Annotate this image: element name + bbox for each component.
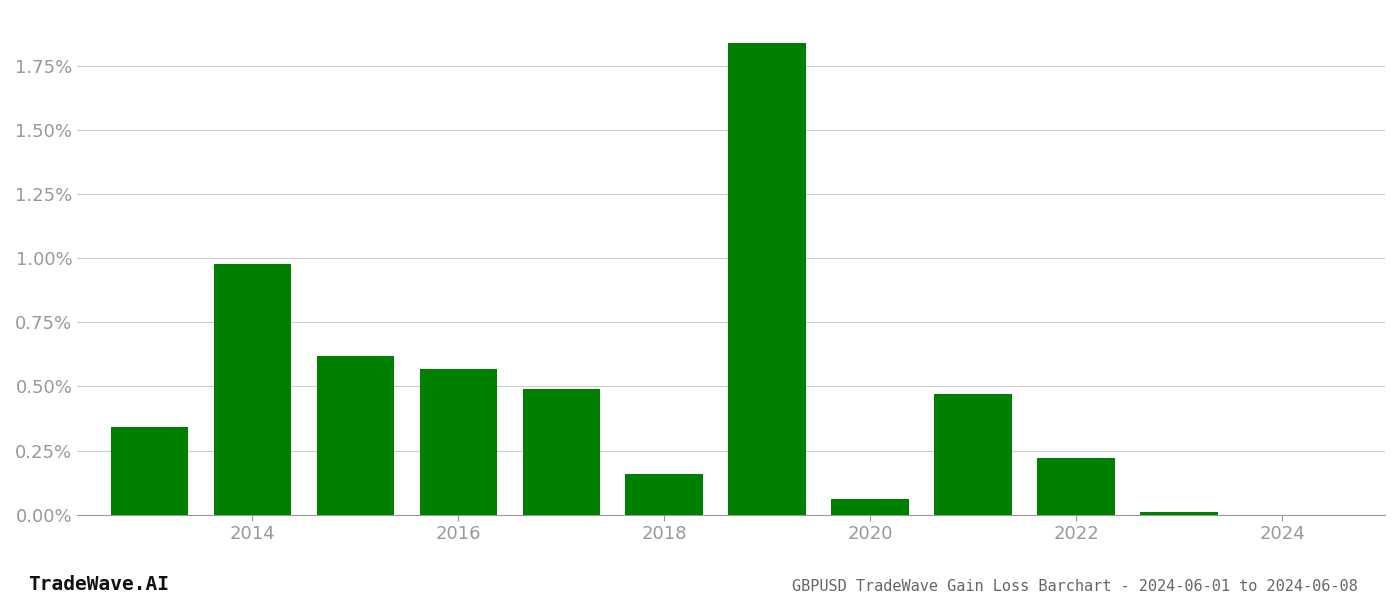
Bar: [832, 499, 909, 515]
Bar: [1141, 512, 1218, 515]
Bar: [111, 427, 188, 515]
Bar: [420, 368, 497, 515]
Bar: [626, 473, 703, 515]
Bar: [522, 389, 599, 515]
Text: GBPUSD TradeWave Gain Loss Barchart - 2024-06-01 to 2024-06-08: GBPUSD TradeWave Gain Loss Barchart - 20…: [792, 579, 1358, 594]
Bar: [934, 394, 1012, 515]
Bar: [316, 356, 393, 515]
Bar: [1037, 458, 1114, 515]
Bar: [214, 263, 291, 515]
Text: TradeWave.AI: TradeWave.AI: [28, 575, 169, 594]
Bar: [728, 43, 806, 515]
